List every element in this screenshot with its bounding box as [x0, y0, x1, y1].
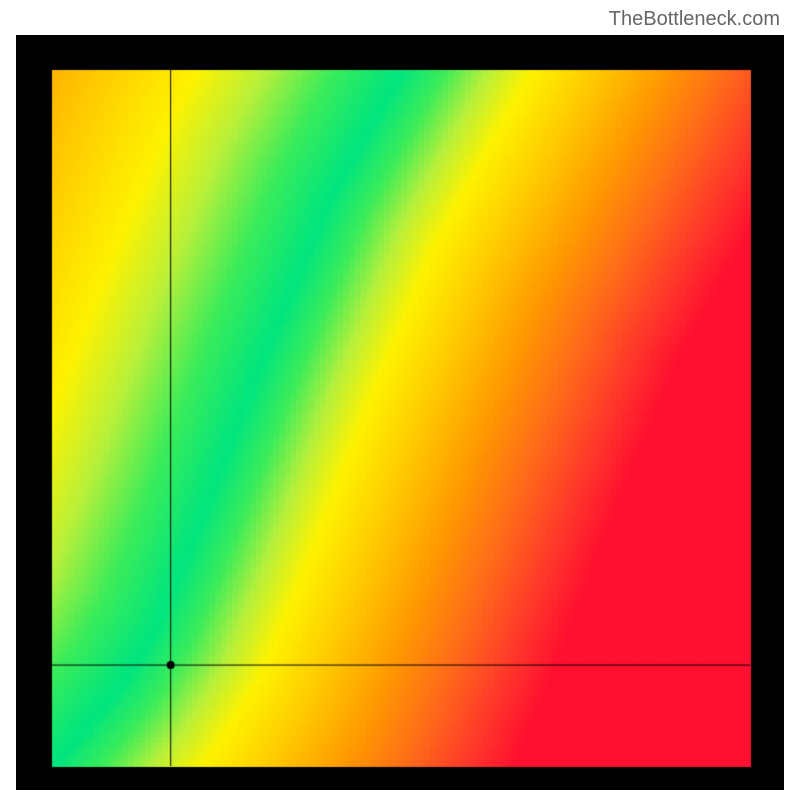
heatmap-chart — [16, 35, 784, 790]
watermark-text: TheBottleneck.com — [609, 8, 780, 31]
